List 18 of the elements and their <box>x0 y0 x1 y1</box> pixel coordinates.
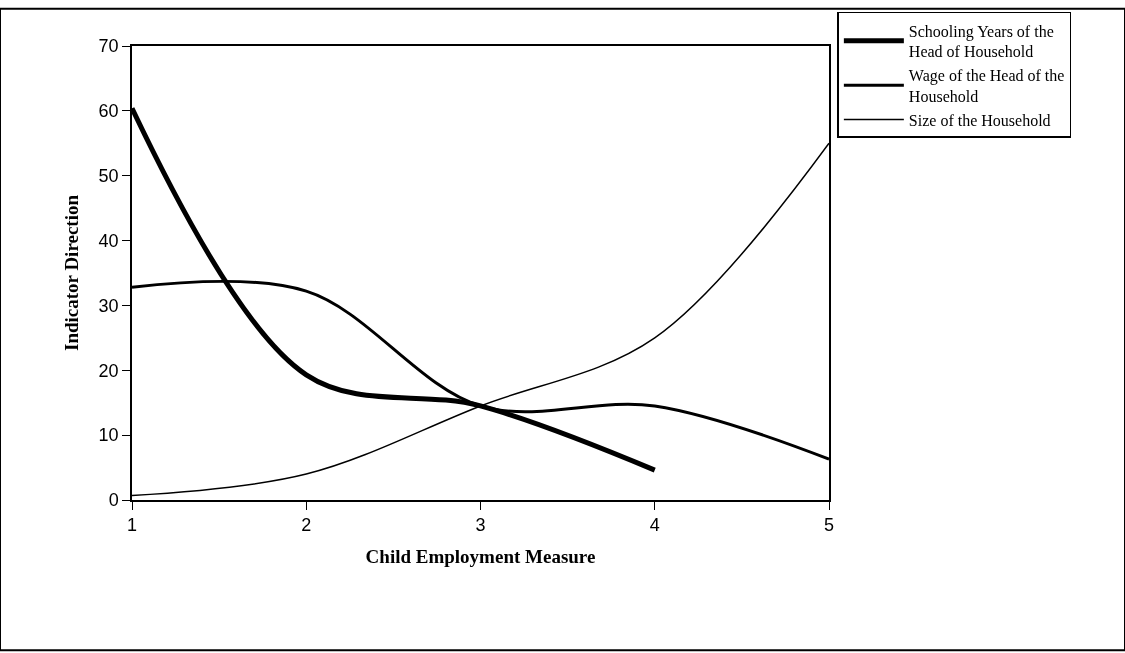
y-tick-label: 10 <box>98 425 119 446</box>
legend-label: Schooling Years of the Head of Household <box>908 22 1054 61</box>
x-tick-label: 4 <box>649 515 660 536</box>
y-axis-title: Indicator Direction <box>60 194 82 352</box>
x-tick-label: 3 <box>475 515 486 536</box>
y-tick-label: 0 <box>108 490 119 511</box>
legend-label: Size of the Household <box>908 111 1051 129</box>
y-tick-label: 50 <box>98 166 119 187</box>
x-axis-title: Child Employment Measure <box>365 545 596 567</box>
y-tick-label: 60 <box>98 101 119 122</box>
x-tick-label: 5 <box>823 515 835 536</box>
y-tick-label: 70 <box>98 36 119 57</box>
x-tick-label: 1 <box>126 515 138 536</box>
y-tick-label: 40 <box>98 230 119 251</box>
legend-label: Wage of the Head of the Household <box>908 67 1065 105</box>
x-tick-label: 2 <box>301 515 312 536</box>
y-tick-label: 30 <box>98 295 119 316</box>
y-tick-label: 20 <box>98 360 119 381</box>
